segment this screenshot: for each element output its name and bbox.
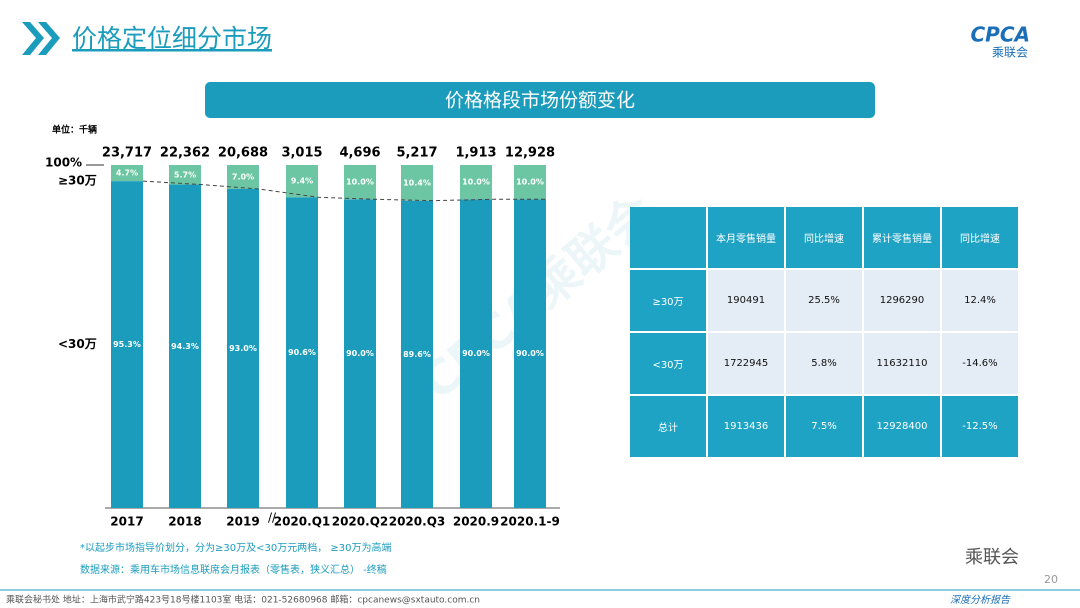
data-label: 4.7%: [116, 169, 138, 178]
table-cell: 1913436: [708, 396, 784, 457]
table-cell: 11632110: [864, 333, 940, 394]
data-label: 95.3%: [113, 340, 141, 349]
footer-report: 深度分析报告: [950, 594, 1011, 606]
data-label: 90.0%: [516, 349, 544, 358]
table-cell: 累计零售销量: [864, 207, 940, 268]
bar-segment: [227, 165, 259, 190]
table-cell: 5.8%: [786, 333, 862, 394]
table-cell: 本月零售销量: [708, 207, 784, 268]
data-label: 10.0%: [462, 178, 490, 187]
axis-break: //: [268, 511, 277, 525]
data-label: 10.4%: [403, 178, 431, 187]
data-label: 5.7%: [174, 170, 196, 179]
data-table: 本月零售销量 同比增速 累计零售销量 同比增速 ≥30万 190491 25.5% 12962…: [628, 205, 1020, 459]
series-label: ≥30万: [58, 174, 97, 188]
table-cell: 190491: [708, 270, 784, 331]
data-label: 94.3%: [171, 342, 199, 351]
connector: [142, 180, 546, 202]
data-label: 90.0%: [346, 349, 374, 358]
total-label: 22,362: [160, 146, 210, 161]
page-number: 20: [1044, 573, 1058, 586]
table-cell: [630, 207, 706, 268]
bar-segment: [344, 165, 376, 200]
table-cell: 同比增速: [786, 207, 862, 268]
x-tick-label: 2020.Q1: [274, 515, 331, 529]
table-row: 总计 1913436 7.5% 12928400 -12.5%: [630, 396, 1018, 457]
x-tick-label: 2020.9: [453, 515, 499, 529]
bar-segment: [344, 199, 376, 509]
data-label: 90.6%: [288, 348, 316, 357]
series-label: <30万: [58, 337, 97, 351]
total-label: 12,928: [505, 146, 555, 161]
bar-segment: [169, 165, 201, 185]
x-tick-label: 2020.Q3: [389, 515, 446, 529]
table-cell: -14.6%: [942, 333, 1018, 394]
bar-segment: [460, 165, 492, 200]
logo-sub: 乘联会: [992, 46, 1028, 60]
data-label: 10.0%: [346, 178, 374, 187]
bar-segment: [514, 199, 546, 509]
y-tick-label: 100%: [45, 156, 82, 170]
logo: CPCA: [971, 23, 1031, 47]
table-cell: <30万: [630, 333, 706, 394]
bar-segment: [286, 165, 318, 198]
x-tick-label: 2017: [110, 515, 143, 529]
table-row: <30万 1722945 5.8% 11632110 -14.6%: [630, 333, 1018, 394]
data-label: 93.0%: [229, 344, 257, 353]
data-label: 90.0%: [462, 349, 490, 358]
total-label: 3,015: [281, 146, 322, 161]
total-label: 1,913: [455, 146, 496, 161]
note: 数据来源：乘用车市场信息联席会月报表（零售表，狭义汇总） -终稿: [80, 563, 387, 576]
slide-title: 价格定位细分市场: [72, 24, 272, 53]
bar-segment: [401, 165, 433, 201]
total-label: 20,688: [218, 146, 268, 161]
chart-title: 价格格段市场份额变化: [445, 90, 635, 112]
data-label: 10.0%: [516, 178, 544, 187]
data-label: 89.6%: [403, 350, 431, 359]
x-tick-label: 2020.Q2: [332, 515, 389, 529]
data-label: 9.4%: [291, 177, 313, 186]
total-label: 23,717: [102, 146, 152, 161]
unit: 单位：千辆: [52, 124, 97, 136]
table-cell: 1296290: [864, 270, 940, 331]
table-cell: -12.5%: [942, 396, 1018, 457]
bar-segment: [227, 189, 259, 508]
bar-segment: [401, 200, 433, 508]
x-tick-label: 2019: [226, 515, 259, 529]
bar-segment: [460, 199, 492, 509]
footer-contact: 乘联会秘书处 地址：上海市武宁路423号18号楼1103室 电话：021-526…: [6, 594, 480, 606]
bar-segment: [169, 184, 201, 508]
table-row: 本月零售销量 同比增速 累计零售销量 同比增速: [630, 207, 1018, 268]
total-label: 5,217: [396, 146, 437, 161]
title-bar: [205, 82, 875, 118]
table-cell: 7.5%: [786, 396, 862, 457]
data-label: 7.0%: [232, 173, 254, 182]
table-cell: 12.4%: [942, 270, 1018, 331]
table-cell: 25.5%: [786, 270, 862, 331]
table-cell: ≥30万: [630, 270, 706, 331]
note: *以起步市场指导价划分，分为≥30万及<30万元两档， ≥30万为高端: [80, 541, 392, 554]
x-tick-label: 2020.1-9: [500, 515, 560, 529]
table-cell: 同比增速: [942, 207, 1018, 268]
table-cell: 总计: [630, 396, 706, 457]
bar-segment: [111, 165, 143, 182]
total-label: 4,696: [339, 146, 380, 161]
bar-segment: [514, 165, 546, 200]
bar-segment: [111, 181, 143, 508]
table-cell: 1722945: [708, 333, 784, 394]
x-tick-label: 2018: [168, 515, 201, 529]
chevron-icon: [22, 22, 60, 55]
bar-segment: [286, 197, 318, 508]
table-cell: 12928400: [864, 396, 940, 457]
table-row: ≥30万 190491 25.5% 1296290 12.4%: [630, 270, 1018, 331]
wechat: 乘联会: [965, 547, 1019, 568]
